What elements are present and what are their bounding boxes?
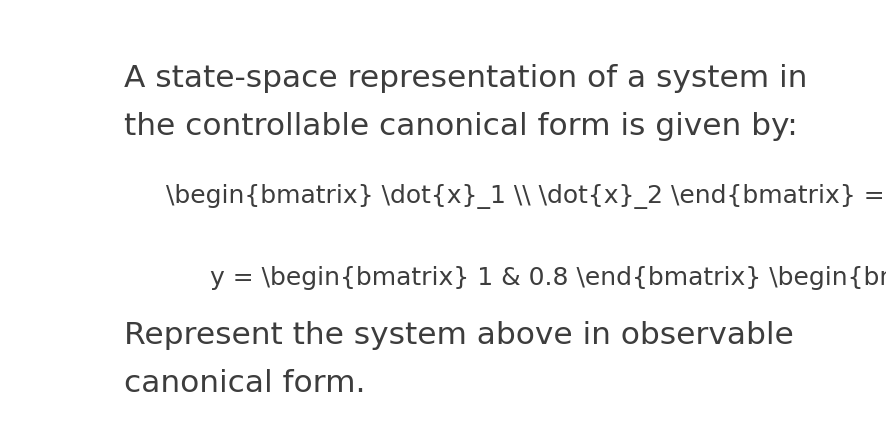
Text: canonical form.: canonical form. [124,369,366,398]
Text: Represent the system above in observable: Represent the system above in observable [124,322,794,351]
Text: \begin{bmatrix} \dot{x}_1 \\ \dot{x}_2 \end{bmatrix} = \begin{bmatrix} -1.3 & -0: \begin{bmatrix} \dot{x}_1 \\ \dot{x}_2 \… [166,184,886,209]
Text: the controllable canonical form is given by:: the controllable canonical form is given… [124,112,798,141]
Text: y = \begin{bmatrix} 1 & 0.8 \end{bmatrix} \begin{bmatrix} x_1 \\ x_2 \end{bmatri: y = \begin{bmatrix} 1 & 0.8 \end{bmatrix… [210,266,886,291]
Text: A state-space representation of a system in: A state-space representation of a system… [124,64,808,93]
